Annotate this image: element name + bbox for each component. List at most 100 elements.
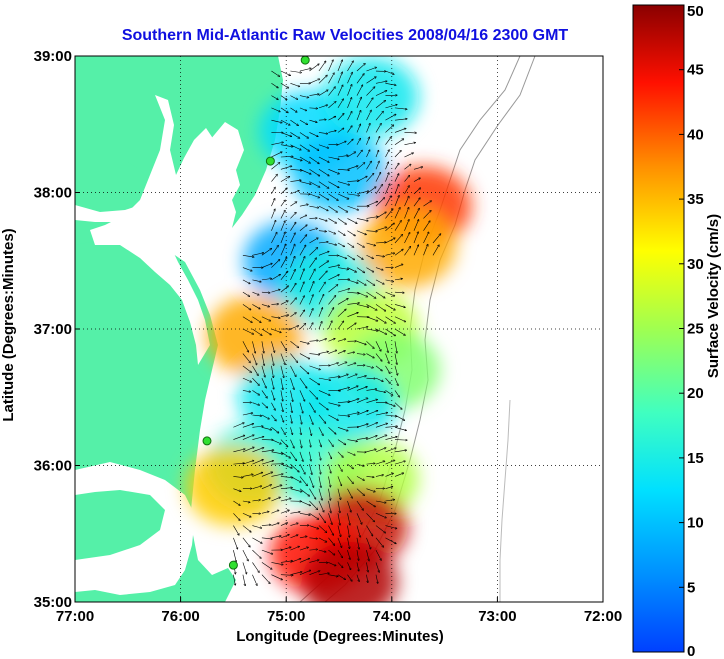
velocity-vector <box>242 549 248 561</box>
velocity-vector <box>413 178 420 182</box>
velocity-vector <box>375 423 387 428</box>
velocity-vector <box>375 291 385 298</box>
velocity-vector <box>299 310 305 317</box>
velocity-vector <box>318 390 330 395</box>
velocity-vector <box>328 376 339 379</box>
velocity-vector <box>299 340 309 343</box>
velocity-vector <box>290 476 301 482</box>
velocity-vector <box>280 210 285 219</box>
velocity-vector <box>252 562 259 572</box>
velocity-vector <box>299 377 307 388</box>
velocity-vector <box>299 500 310 506</box>
velocity-vector <box>423 244 427 256</box>
velocity-vector <box>366 399 377 403</box>
velocity-vector <box>290 402 292 413</box>
velocity-vector <box>394 221 401 231</box>
velocity-vector <box>299 215 307 219</box>
potomac-river <box>75 205 140 222</box>
velocity-vector <box>337 476 342 485</box>
velocity-vector <box>271 83 278 87</box>
velocity-vector <box>337 193 349 199</box>
velocity-vector <box>394 353 397 365</box>
velocity-vector <box>366 231 377 232</box>
velocity-vector <box>261 390 267 398</box>
velocity-vector <box>347 181 359 182</box>
velocity-vector <box>366 411 377 416</box>
velocity-region-1 <box>322 56 419 137</box>
velocity-vector <box>385 414 396 416</box>
velocity-vector <box>375 91 387 96</box>
velocity-vector <box>271 232 276 244</box>
velocity-vector <box>299 225 307 231</box>
velocity-vector <box>280 119 290 125</box>
velocity-vector <box>394 174 399 182</box>
velocity-vector <box>252 437 263 440</box>
x-axis: 77:00 76:00 75:00 74:00 73:00 72:00 <box>56 597 622 625</box>
velocity-vector <box>271 142 283 146</box>
velocity-vector <box>318 120 326 121</box>
velocity-vector <box>328 363 338 367</box>
velocity-vector <box>280 378 283 389</box>
velocity-vector <box>413 188 420 195</box>
velocity-vector <box>261 353 264 366</box>
velocity-vector <box>318 295 324 305</box>
velocity-vector <box>318 61 326 72</box>
velocity-vector <box>252 549 261 558</box>
x-tick-label: 77:00 <box>56 608 94 625</box>
velocity-vector <box>299 570 311 575</box>
velocity-vector <box>328 131 336 133</box>
velocity-vector <box>328 218 336 223</box>
velocity-vector <box>299 390 305 401</box>
velocity-vector <box>261 450 274 453</box>
velocity-vector <box>404 143 415 146</box>
velocity-vector <box>328 402 339 406</box>
velocity-vector <box>318 132 328 133</box>
velocity-vector <box>271 275 280 281</box>
velocity-vector <box>280 95 287 100</box>
velocity-vector <box>280 488 292 490</box>
velocity-vector <box>356 463 364 466</box>
velocity-vector <box>328 296 335 305</box>
velocity-vector <box>271 485 281 489</box>
velocity-vector <box>356 438 368 440</box>
velocity-vector <box>261 341 264 353</box>
velocity-vector <box>290 180 301 182</box>
velocity-vector <box>280 315 289 318</box>
velocity-vector <box>252 525 261 529</box>
velocity-vector <box>271 260 279 268</box>
velocity-vector <box>242 279 250 284</box>
velocity-vector <box>299 107 307 111</box>
velocity-vector <box>318 271 327 281</box>
velocity-vector <box>347 291 359 293</box>
velocity-vector <box>337 414 350 416</box>
velocity-vector <box>252 341 255 353</box>
velocity-vector <box>356 488 364 496</box>
velocity-vector <box>366 353 374 358</box>
velocity-vector <box>299 536 307 539</box>
velocity-vector <box>328 488 330 500</box>
velocity-vector <box>347 574 352 581</box>
velocity-vector <box>375 390 385 392</box>
velocity-vector <box>242 377 251 382</box>
velocity-vector <box>375 537 384 547</box>
velocity-vector <box>261 248 272 256</box>
velocity-vector <box>366 150 369 158</box>
velocity-vector <box>280 156 293 157</box>
velocity-vector <box>366 476 373 477</box>
velocity-vector <box>261 414 269 419</box>
velocity-vector <box>347 500 351 512</box>
velocity-vector <box>394 414 404 420</box>
velocity-vector <box>252 279 261 282</box>
velocity-vector <box>299 245 306 256</box>
velocity-vector <box>309 549 317 550</box>
velocity-vector <box>356 279 366 285</box>
velocity-vector <box>337 169 349 170</box>
velocity-vector <box>290 378 294 389</box>
velocity-vector <box>309 464 312 474</box>
velocity-vector <box>280 451 290 458</box>
velocity-vector <box>299 144 309 151</box>
velocity-vector <box>233 463 244 464</box>
velocity-vector <box>356 476 364 480</box>
velocity-vector <box>366 423 377 428</box>
velocity-vector <box>309 64 319 72</box>
